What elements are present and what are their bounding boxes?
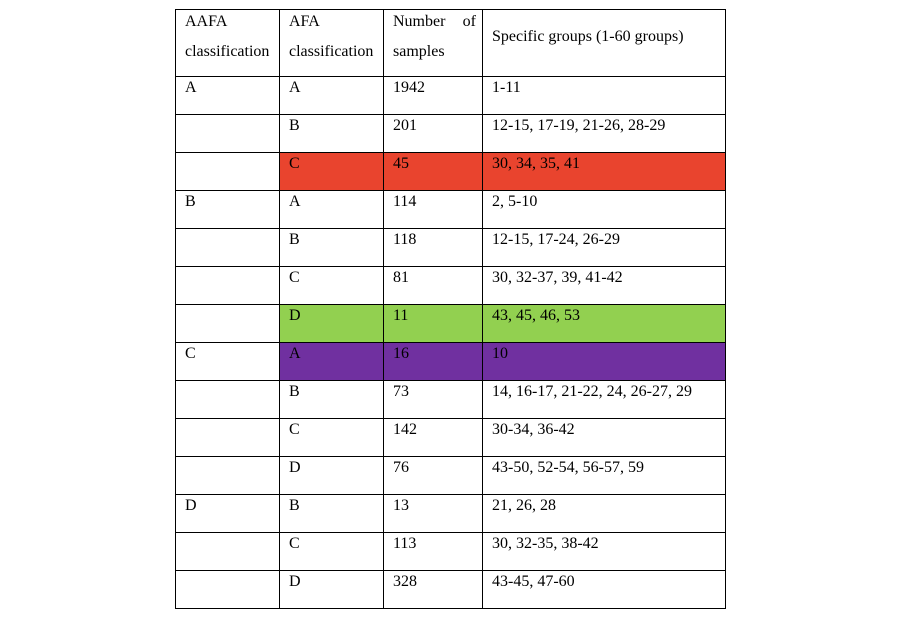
number-of-samples-cell: 81	[383, 266, 483, 305]
afa-classification-cell: C	[279, 152, 384, 191]
header-number-of-samples: Number of samples	[383, 9, 483, 77]
header-line: AFA	[289, 13, 320, 30]
header-row: AAFA classification AFA classification N…	[175, 9, 726, 77]
specific-groups-cell: 14, 16-17, 21-22, 24, 26-27, 29	[482, 380, 726, 419]
afa-classification-cell: B	[279, 114, 384, 153]
aafa-classification-cell: C	[175, 342, 280, 381]
aafa-classification-cell	[175, 532, 280, 571]
header-line: AAFA	[185, 13, 228, 30]
header-line: classification	[185, 43, 270, 60]
specific-groups-cell: 30, 32-37, 39, 41-42	[482, 266, 726, 305]
aafa-classification-cell	[175, 570, 280, 609]
specific-groups-cell: 43-50, 52-54, 56-57, 59	[482, 456, 726, 495]
specific-groups-cell: 30-34, 36-42	[482, 418, 726, 457]
table-row: B 73 14, 16-17, 21-22, 24, 26-27, 29	[175, 380, 726, 419]
header-line: Number of	[393, 13, 476, 30]
header-aafa-classification: AAFA classification	[175, 9, 280, 77]
aafa-classification-cell	[175, 152, 280, 191]
table-row: D 11 43, 45, 46, 53	[175, 304, 726, 343]
table-row: B 118 12-15, 17-24, 26-29	[175, 228, 726, 267]
number-of-samples-cell: 73	[383, 380, 483, 419]
specific-groups-cell: 21, 26, 28	[482, 494, 726, 533]
header-line: classification	[289, 43, 374, 60]
specific-groups-cell: 2, 5-10	[482, 190, 726, 229]
afa-classification-cell: A	[279, 190, 384, 229]
table-row: C A 16 10	[175, 342, 726, 381]
afa-classification-cell: C	[279, 418, 384, 457]
afa-classification-cell: A	[279, 76, 384, 115]
specific-groups-cell: 43, 45, 46, 53	[482, 304, 726, 343]
specific-groups-cell: 12-15, 17-24, 26-29	[482, 228, 726, 267]
afa-classification-cell: A	[279, 342, 384, 381]
number-of-samples-cell: 45	[383, 152, 483, 191]
number-of-samples-cell: 114	[383, 190, 483, 229]
header-line: samples	[393, 43, 445, 60]
afa-classification-cell: B	[279, 228, 384, 267]
specific-groups-cell: 1-11	[482, 76, 726, 115]
classification-table: AAFA classification AFA classification N…	[175, 9, 726, 609]
number-of-samples-cell: 1942	[383, 76, 483, 115]
aafa-classification-cell	[175, 266, 280, 305]
table-row: D B 13 21, 26, 28	[175, 494, 726, 533]
specific-groups-cell: 12-15, 17-19, 21-26, 28-29	[482, 114, 726, 153]
number-of-samples-cell: 142	[383, 418, 483, 457]
table-row: C 142 30-34, 36-42	[175, 418, 726, 457]
aafa-classification-cell	[175, 114, 280, 153]
header-specific-groups: Specific groups (1-60 groups)	[482, 9, 726, 77]
afa-classification-cell: D	[279, 570, 384, 609]
table-row: A A 1942 1-11	[175, 76, 726, 115]
aafa-classification-cell: D	[175, 494, 280, 533]
aafa-classification-cell	[175, 304, 280, 343]
table-row: C 113 30, 32-35, 38-42	[175, 532, 726, 571]
number-of-samples-cell: 13	[383, 494, 483, 533]
number-of-samples-cell: 11	[383, 304, 483, 343]
afa-classification-cell: B	[279, 380, 384, 419]
header-line: Specific groups (1-60 groups)	[492, 28, 684, 45]
table-row: D 328 43-45, 47-60	[175, 570, 726, 609]
table-row: C 81 30, 32-37, 39, 41-42	[175, 266, 726, 305]
specific-groups-cell: 30, 32-35, 38-42	[482, 532, 726, 571]
table-row: B A 114 2, 5-10	[175, 190, 726, 229]
aafa-classification-cell	[175, 418, 280, 457]
header-afa-classification: AFA classification	[279, 9, 384, 77]
specific-groups-cell: 43-45, 47-60	[482, 570, 726, 609]
table-row: B 201 12-15, 17-19, 21-26, 28-29	[175, 114, 726, 153]
afa-classification-cell: D	[279, 304, 384, 343]
table-row: D 76 43-50, 52-54, 56-57, 59	[175, 456, 726, 495]
number-of-samples-cell: 113	[383, 532, 483, 571]
aafa-classification-cell: A	[175, 76, 280, 115]
aafa-classification-cell	[175, 380, 280, 419]
aafa-classification-cell	[175, 228, 280, 267]
table-header: AAFA classification AFA classification N…	[175, 9, 726, 77]
number-of-samples-cell: 76	[383, 456, 483, 495]
number-of-samples-cell: 328	[383, 570, 483, 609]
number-of-samples-cell: 201	[383, 114, 483, 153]
specific-groups-cell: 10	[482, 342, 726, 381]
table-body: A A 1942 1-11 B 201 12-15, 17-19, 21-26, 28-29…	[175, 76, 726, 609]
afa-classification-cell: D	[279, 456, 384, 495]
specific-groups-cell: 30, 34, 35, 41	[482, 152, 726, 191]
afa-classification-cell: C	[279, 532, 384, 571]
afa-classification-cell: B	[279, 494, 384, 533]
afa-classification-cell: C	[279, 266, 384, 305]
number-of-samples-cell: 118	[383, 228, 483, 267]
aafa-classification-cell	[175, 456, 280, 495]
aafa-classification-cell: B	[175, 190, 280, 229]
table-row: C 45 30, 34, 35, 41	[175, 152, 726, 191]
number-of-samples-cell: 16	[383, 342, 483, 381]
